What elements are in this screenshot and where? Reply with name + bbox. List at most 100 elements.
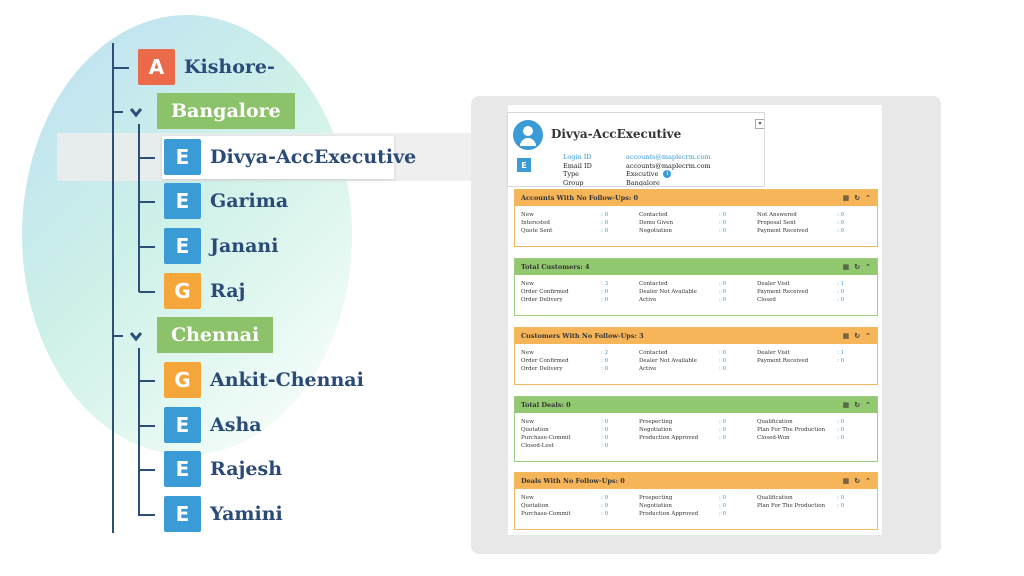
stat-value[interactable]: : 3 bbox=[601, 281, 609, 287]
grid-icon[interactable]: ▦ bbox=[842, 332, 850, 340]
card-body: New: 3 Contacted: 0 Dealer Visit: 1 Order C… bbox=[515, 275, 877, 304]
stat-value[interactable]: : 0 bbox=[601, 228, 609, 234]
stat-value[interactable]: : 0 bbox=[601, 289, 609, 295]
tree-node-garima[interactable]: E Garima bbox=[164, 183, 288, 219]
collapse-icon[interactable]: ⌃ bbox=[865, 263, 871, 271]
stat-value[interactable]: : 0 bbox=[601, 419, 609, 425]
stat-value[interactable]: : 0 bbox=[719, 212, 727, 218]
tree-connector bbox=[139, 201, 155, 203]
tree-connector bbox=[139, 291, 155, 293]
grid-icon[interactable]: ▦ bbox=[842, 194, 850, 202]
group-bangalore[interactable]: Bangalore bbox=[157, 93, 295, 129]
tree-line bbox=[138, 348, 140, 516]
chevron-down-icon[interactable] bbox=[130, 330, 142, 342]
stat-value[interactable]: : 0 bbox=[601, 212, 609, 218]
stat-value[interactable]: : 0 bbox=[601, 366, 609, 372]
tree-node-rajesh[interactable]: E Rajesh bbox=[164, 451, 282, 487]
info-icon[interactable]: i bbox=[663, 170, 672, 178]
stat-value[interactable]: : 0 bbox=[837, 358, 845, 364]
stat-label: Order Delivery bbox=[521, 297, 563, 303]
stat-value[interactable]: : 2 bbox=[601, 350, 609, 356]
tree-node-raj[interactable]: G Raj bbox=[164, 273, 245, 309]
stat-value[interactable]: : 0 bbox=[601, 435, 609, 441]
stat-label: New bbox=[521, 281, 534, 287]
stat-value[interactable]: : 0 bbox=[719, 350, 727, 356]
tree-node-janani[interactable]: E Janani bbox=[164, 228, 278, 264]
stat-item: Interested: 0 bbox=[521, 219, 639, 227]
stat-value[interactable]: : 0 bbox=[837, 228, 845, 234]
stat-value[interactable]: : 0 bbox=[719, 419, 727, 425]
stat-value[interactable]: : 0 bbox=[601, 427, 609, 433]
node-label: Kishore- bbox=[184, 56, 275, 78]
node-label: Janani bbox=[210, 235, 279, 257]
refresh-icon[interactable]: ↻ bbox=[854, 477, 861, 485]
grid-icon[interactable]: ▦ bbox=[842, 477, 850, 485]
tree-node-asha[interactable]: E Asha bbox=[164, 407, 262, 443]
group-chennai[interactable]: Chennai bbox=[157, 317, 274, 353]
stat-label: Active bbox=[639, 366, 657, 372]
stat-value[interactable]: : 0 bbox=[719, 435, 727, 441]
collapse-icon[interactable]: ⌃ bbox=[865, 194, 871, 202]
stat-item: Demo Given: 0 bbox=[639, 219, 757, 227]
stat-value[interactable]: : 0 bbox=[837, 220, 845, 226]
dropdown-icon[interactable]: ▾ bbox=[755, 119, 764, 129]
stat-value[interactable]: : 0 bbox=[837, 495, 845, 501]
stat-value[interactable]: : 0 bbox=[719, 511, 727, 517]
stat-item: Negotiation: 0 bbox=[639, 426, 757, 434]
grid-icon[interactable]: ▦ bbox=[842, 263, 850, 271]
stat-value[interactable]: : 0 bbox=[601, 503, 609, 509]
stat-value[interactable]: : 0 bbox=[601, 297, 609, 303]
refresh-icon[interactable]: ↻ bbox=[854, 263, 861, 271]
stat-value[interactable]: : 0 bbox=[601, 495, 609, 501]
stat-value[interactable]: : 0 bbox=[719, 495, 727, 501]
stat-value[interactable]: : 0 bbox=[719, 297, 727, 303]
grid-icon[interactable]: ▦ bbox=[842, 401, 850, 409]
login-id-link[interactable]: accounts@maplecrm.com bbox=[626, 153, 711, 161]
stat-item: Payment Received: 0 bbox=[757, 227, 875, 235]
stat-value[interactable]: : 0 bbox=[837, 419, 845, 425]
stat-label: Plan For The Production bbox=[757, 427, 826, 433]
refresh-icon[interactable]: ↻ bbox=[854, 401, 861, 409]
node-label: Ankit-Chennai bbox=[210, 369, 364, 391]
tree-node-yamini[interactable]: E Yamini bbox=[164, 496, 283, 532]
tree-node-ankit[interactable]: G Ankit-Chennai bbox=[164, 362, 364, 398]
stat-value[interactable]: : 0 bbox=[837, 212, 845, 218]
stat-value[interactable]: : 0 bbox=[719, 220, 727, 226]
tree-connector bbox=[113, 111, 123, 113]
stat-item: Qualification: 0 bbox=[757, 418, 875, 426]
stat-value[interactable]: : 0 bbox=[837, 435, 845, 441]
stat-value[interactable]: : 0 bbox=[719, 366, 727, 372]
stat-label: Order Delivery bbox=[521, 366, 563, 372]
card-header: Customers With No Follow-Ups: 3 ▦ ↻ ⌃ bbox=[515, 328, 877, 344]
stat-value[interactable]: : 0 bbox=[719, 281, 727, 287]
stat-label: Quote Sent bbox=[521, 228, 553, 234]
stat-value[interactable]: : 0 bbox=[719, 228, 727, 234]
stat-value[interactable]: : 0 bbox=[719, 503, 727, 509]
stat-value[interactable]: : 0 bbox=[601, 220, 609, 226]
stat-value[interactable]: : 0 bbox=[719, 358, 727, 364]
profile-name: Divya-AccExecutive bbox=[551, 127, 682, 141]
refresh-icon[interactable]: ↻ bbox=[854, 194, 861, 202]
stat-value[interactable]: : 0 bbox=[837, 503, 845, 509]
stat-value[interactable]: : 0 bbox=[837, 297, 845, 303]
stat-value[interactable]: : 0 bbox=[837, 427, 845, 433]
stat-value[interactable]: : 0 bbox=[601, 511, 609, 517]
collapse-icon[interactable]: ⌃ bbox=[865, 401, 871, 409]
refresh-icon[interactable]: ↻ bbox=[854, 332, 861, 340]
collapse-icon[interactable]: ⌃ bbox=[865, 477, 871, 485]
node-badge: E bbox=[164, 451, 201, 487]
stat-card: Total Deals: 0 ▦ ↻ ⌃ New: 0 Prospecting: 0 Qua… bbox=[514, 396, 878, 462]
stat-value[interactable]: : 0 bbox=[719, 289, 727, 295]
chevron-down-icon[interactable] bbox=[130, 106, 142, 118]
collapse-icon[interactable]: ⌃ bbox=[865, 332, 871, 340]
stat-value[interactable]: : 0 bbox=[601, 358, 609, 364]
stat-item: Dealer Visit: 1 bbox=[757, 349, 875, 357]
tree-node-divya[interactable]: E Divya-AccExecutive bbox=[164, 139, 416, 175]
stat-value[interactable]: : 0 bbox=[719, 427, 727, 433]
stat-value[interactable]: : 1 bbox=[837, 281, 845, 287]
stat-value[interactable]: : 0 bbox=[601, 443, 609, 449]
tree-node-kishore[interactable]: A Kishore- bbox=[138, 49, 275, 85]
stat-value[interactable]: : 1 bbox=[837, 350, 845, 356]
stat-value[interactable]: : 0 bbox=[837, 289, 845, 295]
